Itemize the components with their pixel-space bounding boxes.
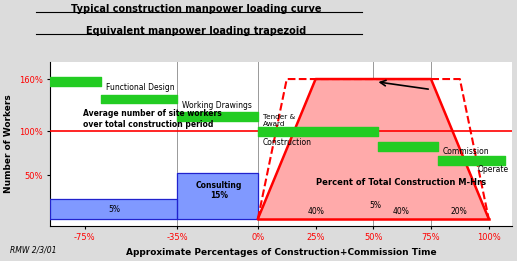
Text: 20%: 20% <box>450 207 467 216</box>
Text: Working Drawings: Working Drawings <box>182 101 252 110</box>
Text: 5%: 5% <box>370 201 382 210</box>
Text: Consulting
15%: Consulting 15% <box>195 181 242 200</box>
Text: Typical construction manpower loading curve: Typical construction manpower loading cu… <box>71 4 322 14</box>
Text: 40%: 40% <box>307 207 324 216</box>
Text: Average number of site workers
over total construction period: Average number of site workers over tota… <box>83 109 221 129</box>
Text: Construction: Construction <box>263 138 312 146</box>
Text: Commission: Commission <box>443 147 489 156</box>
Polygon shape <box>258 79 489 219</box>
X-axis label: Approximate Percentages of Construction+Commission Time: Approximate Percentages of Construction+… <box>126 248 436 257</box>
Text: Percent of Total Construction M-Hrs: Percent of Total Construction M-Hrs <box>316 177 486 187</box>
Text: RMW 2/3/01: RMW 2/3/01 <box>10 246 57 254</box>
Text: 5%: 5% <box>109 205 121 213</box>
Text: 40%: 40% <box>392 207 409 216</box>
Text: Tender &
Award: Tender & Award <box>263 114 295 127</box>
Text: Operate: Operate <box>477 164 508 174</box>
Text: Functional Design: Functional Design <box>105 84 174 92</box>
Y-axis label: Number of Workers: Number of Workers <box>4 94 13 193</box>
Text: Equivalent manpower loading trapezoid: Equivalent manpower loading trapezoid <box>86 26 307 36</box>
